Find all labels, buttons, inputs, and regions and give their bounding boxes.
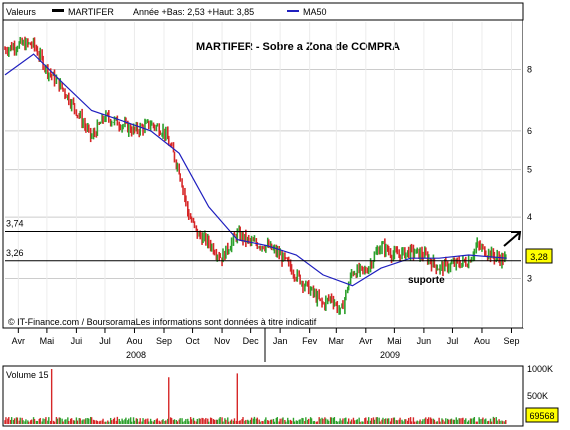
- x-tick-label: Dec: [243, 336, 260, 346]
- x-tick-label: Jan: [273, 336, 288, 346]
- volume-tick-1000k: 1000K: [527, 364, 553, 374]
- x-tick-label: Mai: [40, 336, 55, 346]
- chart-title: MARTIFER - Sobre a Zona de COMPRA: [196, 41, 400, 53]
- x-month-ticks: Avr Mai Jui Jul Aou Sep Oct Nov Dec Jan Fev Mar Avr M…: [12, 328, 519, 346]
- support-annotation: suporte: [408, 275, 445, 286]
- y-tick-label: 4: [527, 212, 532, 222]
- x-tick-label: Mar: [329, 336, 345, 346]
- legend-bar: [2, 2, 524, 21]
- year-label-2009: 2009: [380, 350, 400, 360]
- volume-tick-500k: 500K: [527, 391, 548, 401]
- ma-line-group: [4, 53, 507, 287]
- volume-panel-frame: [2, 365, 524, 427]
- volume-label: Volume 15: [6, 370, 49, 380]
- legend-ma-swatch: [287, 10, 299, 12]
- x-tick-label: Jul: [99, 336, 111, 346]
- x-tick-label: Fev: [302, 336, 318, 346]
- volume-bars-group: [4, 369, 507, 424]
- price-y-ticks: 3 4 5 6 8: [527, 65, 532, 284]
- price-axis-area: [523, 20, 567, 328]
- reference-line-label: 3,26: [6, 248, 24, 258]
- current-value-label: 3,28: [530, 252, 548, 262]
- x-tick-label: Jul: [447, 336, 459, 346]
- y-tick-label: 3: [527, 273, 532, 283]
- legend-stats: Année +Bas: 2,53 +Haut: 3,85: [133, 7, 254, 17]
- up-arrow-icon: [503, 231, 522, 247]
- y-tick-label: 8: [527, 65, 532, 75]
- x-tick-label: Aou: [126, 336, 142, 346]
- x-tick-label: Avr: [359, 336, 372, 346]
- x-tick-label: Oct: [186, 336, 201, 346]
- ma50-line: [4, 53, 507, 287]
- price-panel-frame: [2, 19, 524, 329]
- reference-lines: 3,74 3,26: [5, 219, 521, 262]
- volume-current-label: 69568: [529, 411, 554, 421]
- grid-lines: [5, 22, 521, 326]
- y-tick-label: 6: [527, 126, 532, 136]
- current-value-box: [525, 248, 553, 264]
- x-tick-label: Mai: [387, 336, 402, 346]
- x-tick-label: Sep: [156, 336, 172, 346]
- legend-valeurs: Valeurs: [6, 7, 36, 17]
- legend-ticker: MARTIFER: [68, 7, 114, 17]
- source-note: © IT-Finance.com / BoursoramaLes informa…: [8, 317, 317, 327]
- volume-current-box: [525, 407, 559, 423]
- reference-line-label: 3,74: [6, 219, 24, 229]
- x-tick-label: Jui: [71, 336, 83, 346]
- x-tick-label: Jun: [417, 336, 432, 346]
- legend-ma: MA50: [303, 7, 327, 17]
- x-tick-label: Nov: [214, 336, 231, 346]
- x-tick-label: Avr: [12, 336, 25, 346]
- legend-ticker-swatch: [52, 9, 64, 12]
- year-label-2008: 2008: [126, 350, 146, 360]
- x-tick-label: Sep: [503, 336, 519, 346]
- y-tick-label: 5: [527, 165, 532, 175]
- x-tick-label: Aou: [474, 336, 490, 346]
